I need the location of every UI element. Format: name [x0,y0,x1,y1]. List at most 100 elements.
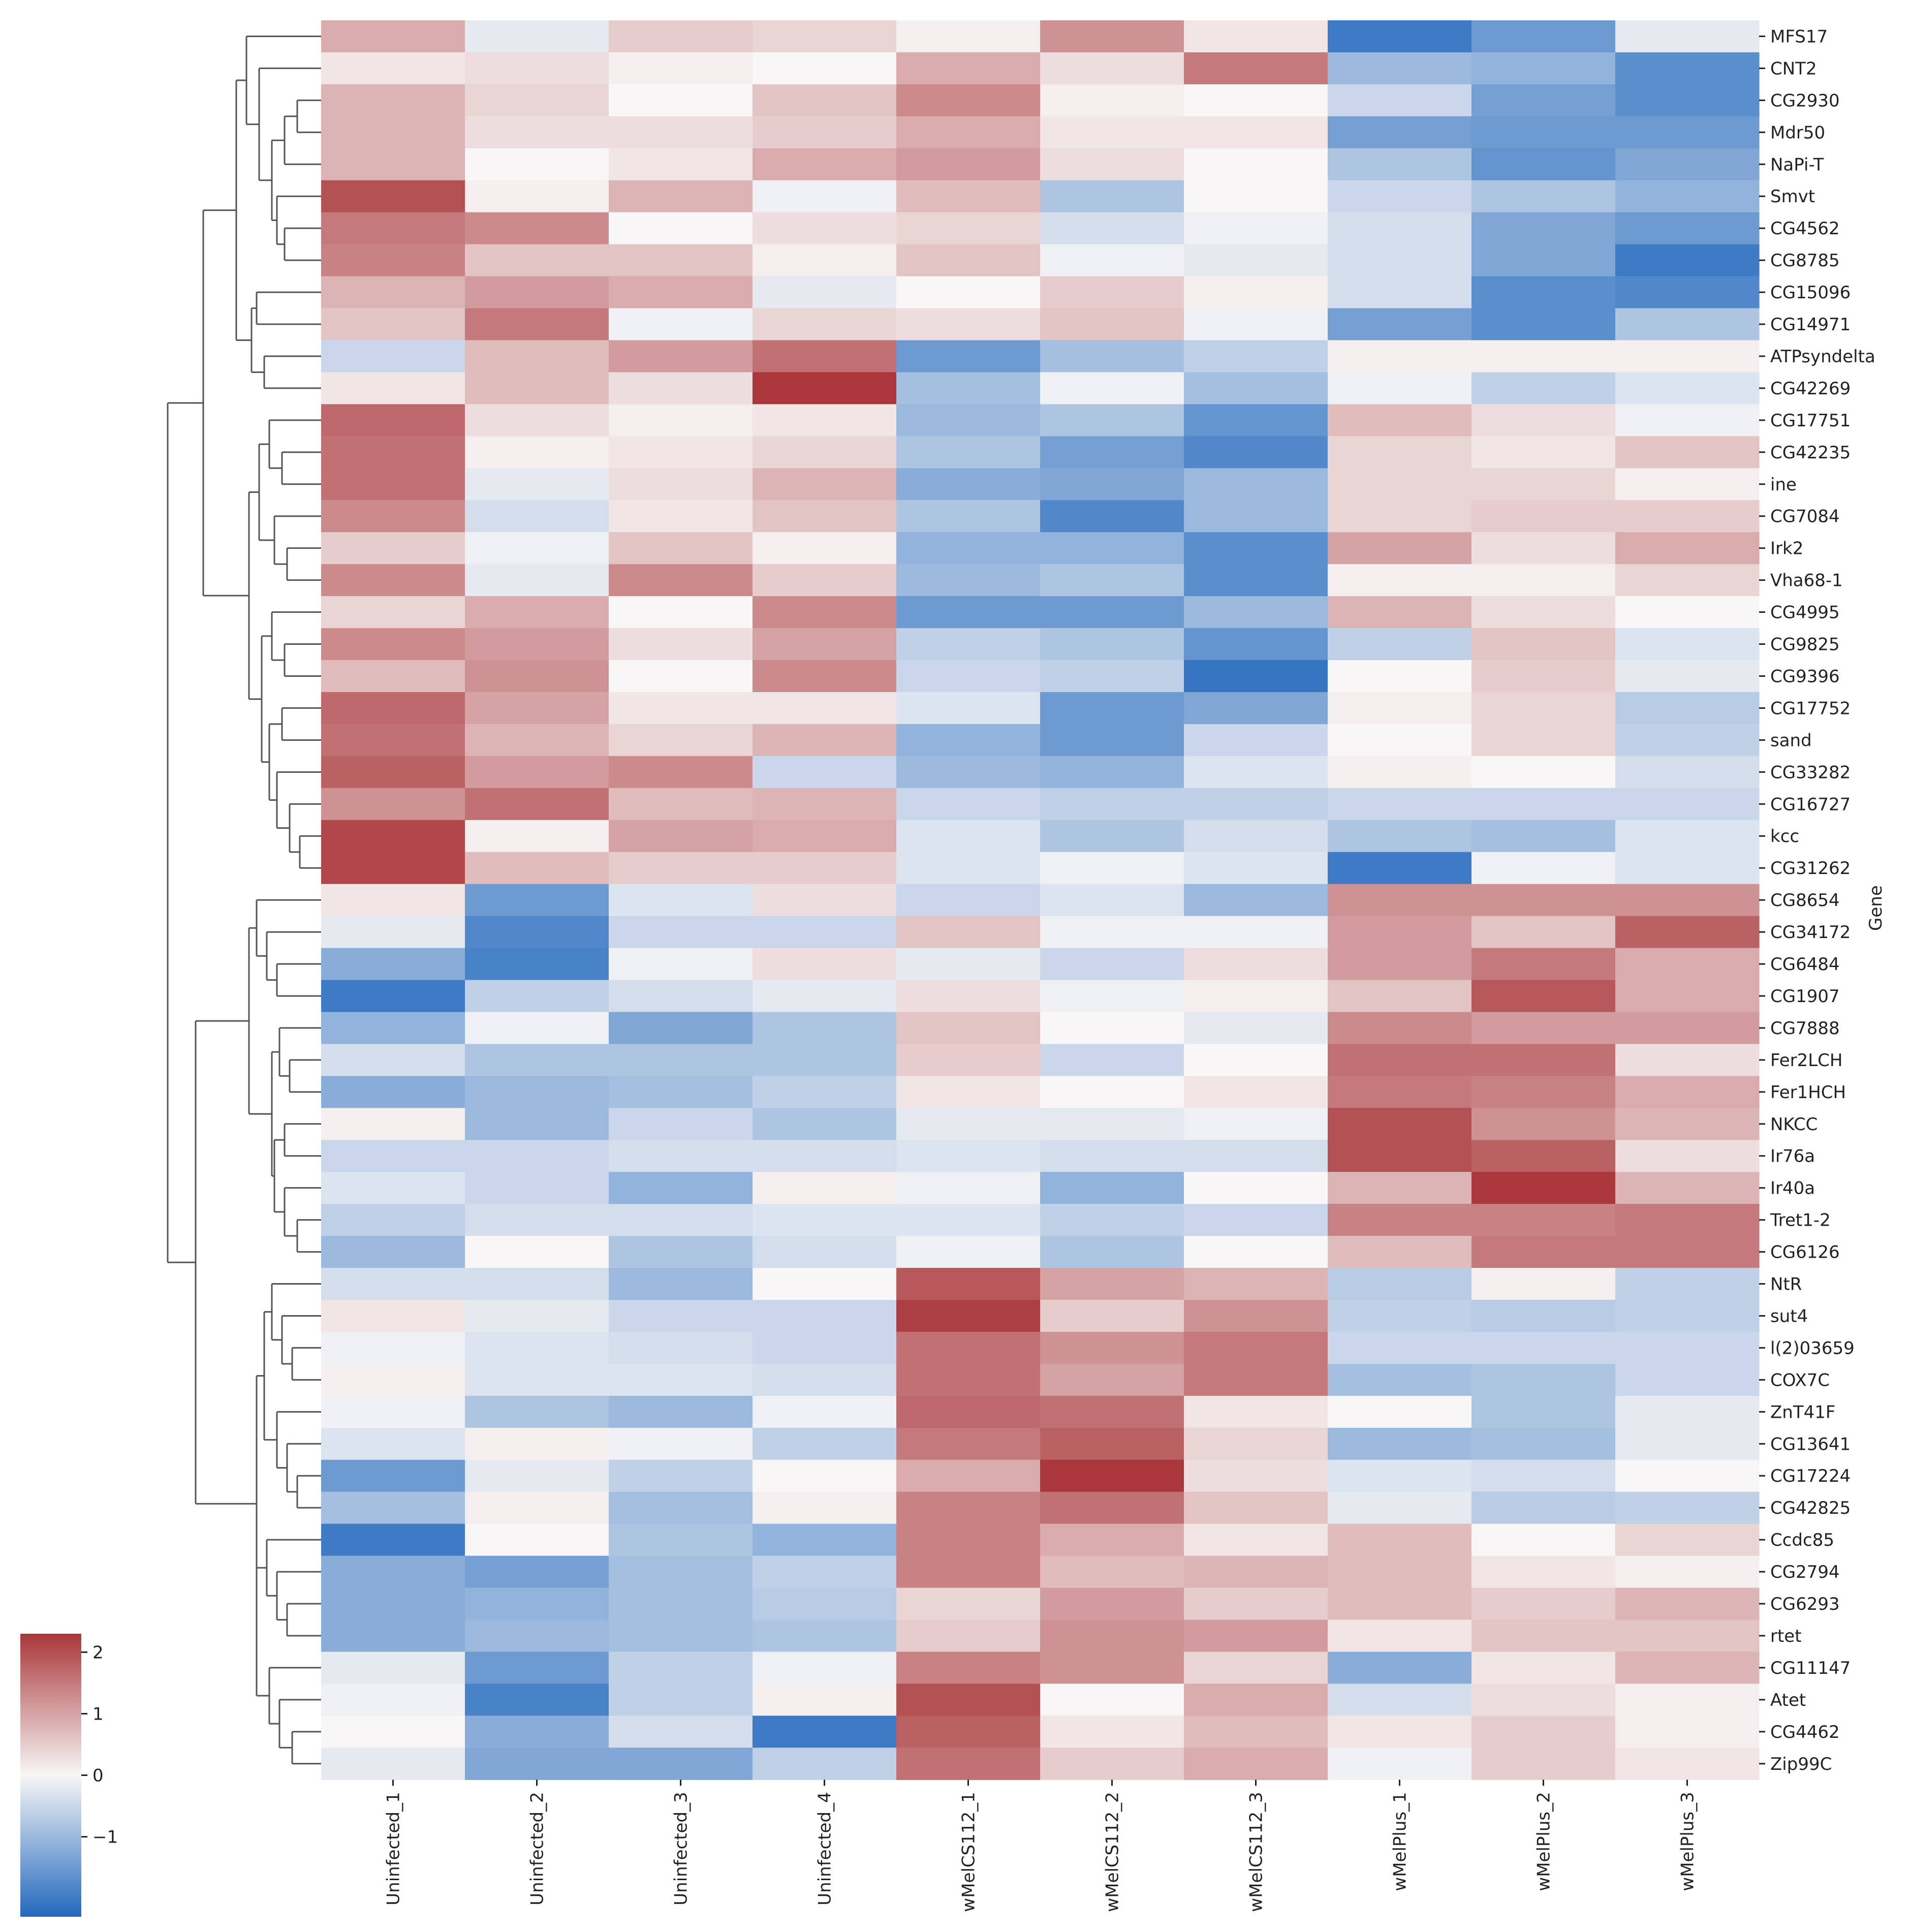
heatmap-cell [321,148,465,181]
heatmap-cell [609,1748,753,1780]
heatmap-cell [321,1395,465,1428]
heatmap-cell [1040,500,1184,533]
row-tick-label: CG42825 [1770,1498,1851,1518]
heatmap-cell [1040,1140,1184,1172]
heatmap-cell [896,980,1041,1013]
row-tick-label: CG16727 [1770,794,1851,815]
row-tick-label: CG8654 [1770,890,1840,911]
heatmap-cell [1615,1140,1760,1172]
heatmap-cell [609,52,753,85]
heatmap-cell [609,1044,753,1076]
heatmap-cell [896,1331,1041,1364]
heatmap-cell [753,1555,897,1588]
heatmap-cell [896,564,1041,597]
heatmap-cell [1615,1748,1760,1780]
heatmap-cell [1328,1555,1472,1588]
heatmap-cell [1040,884,1184,917]
row-tick-label: Tret1-2 [1770,1210,1831,1231]
heatmap-cell [1040,628,1184,661]
heatmap-cell [465,1140,609,1172]
heatmap-cell [1040,948,1184,981]
heatmap-cell [1040,1236,1184,1268]
heatmap-cell [465,1491,609,1524]
heatmap-cell [753,1268,897,1300]
heatmap-cell [465,1044,609,1076]
heatmap-cell [1040,532,1184,565]
heatmap-cell [896,1236,1041,1268]
heatmap-cell [1328,180,1472,213]
heatmap-cell [1328,1331,1472,1364]
heatmap-cell [1184,468,1328,501]
heatmap-cell [1184,436,1328,469]
heatmap-cell [321,628,465,661]
heatmap-cell [753,180,897,213]
heatmap-cell [1615,692,1760,725]
heatmap-cell [753,148,897,181]
heatmap-cell [1040,1587,1184,1621]
heatmap-cell [896,1523,1041,1556]
heatmap-cell [1615,1044,1760,1076]
heatmap-cell [1615,1587,1760,1621]
heatmap-cell [753,20,897,53]
heatmap-cell [1615,756,1760,789]
heatmap-cell [1328,1363,1472,1396]
heatmap-cell [465,84,609,117]
heatmap-cell [1615,724,1760,757]
heatmap-cell [609,564,753,597]
heatmap-cell [321,116,465,149]
heatmap-cell [1615,980,1760,1013]
heatmap-cell [321,788,465,821]
heatmap-cell [753,1491,897,1524]
heatmap-cell [1040,724,1184,757]
colorbar-ticks: 2 1 0 −1 [81,1642,118,1848]
heatmap-cell [1184,820,1328,853]
heatmap-cell [896,1587,1041,1621]
heatmap-cell [321,564,465,597]
heatmap-cell [896,628,1041,661]
heatmap-cell [1328,1300,1472,1332]
heatmap-cell [1471,436,1616,469]
heatmap-cell [321,980,465,1013]
heatmap-cell [1184,244,1328,277]
heatmap-cell [609,436,753,469]
row-tick-label: CG17224 [1770,1466,1851,1486]
heatmap-cell [1040,1523,1184,1556]
heatmap-cell [1328,276,1472,309]
heatmap-cell [753,468,897,501]
heatmap-cell [1471,724,1616,757]
heatmap-cell [321,756,465,789]
heatmap-cell [609,1427,753,1460]
heatmap-cell [609,308,753,341]
row-tick-label: NtR [1770,1274,1802,1295]
heatmap-cell [465,212,609,245]
heatmap-cell [321,916,465,949]
row-tick-label: ZnT41F [1770,1402,1835,1422]
heatmap-cell [1040,52,1184,85]
heatmap-cell [321,372,465,404]
heatmap-cell [1040,852,1184,885]
heatmap-cell [896,244,1041,277]
heatmap-cell [1040,1204,1184,1236]
heatmap-cell [1040,660,1184,693]
heatmap-cell [1040,468,1184,501]
row-tick-label: COX7C [1770,1370,1830,1390]
row-tick-label: CG31262 [1770,858,1851,879]
heatmap-cell [1184,884,1328,917]
heatmap-cell [1328,884,1472,917]
heatmap-cell [1615,532,1760,565]
heatmap-cell [609,756,753,789]
row-tick-label: Fer2LCH [1770,1050,1842,1071]
column-tick-label: Uninfected_3 [671,1792,692,1905]
heatmap-cell [321,1651,465,1684]
heatmap-cell [1184,1012,1328,1044]
heatmap-cell [753,212,897,245]
heatmap-cell [753,980,897,1013]
heatmap-cell [609,1363,753,1396]
heatmap-cell [609,1331,753,1364]
heatmap-cell [896,1619,1041,1653]
heatmap-cell [1471,884,1616,917]
heatmap-cell [1184,276,1328,309]
heatmap-cell [896,1076,1041,1108]
heatmap-cell [1471,1363,1616,1396]
